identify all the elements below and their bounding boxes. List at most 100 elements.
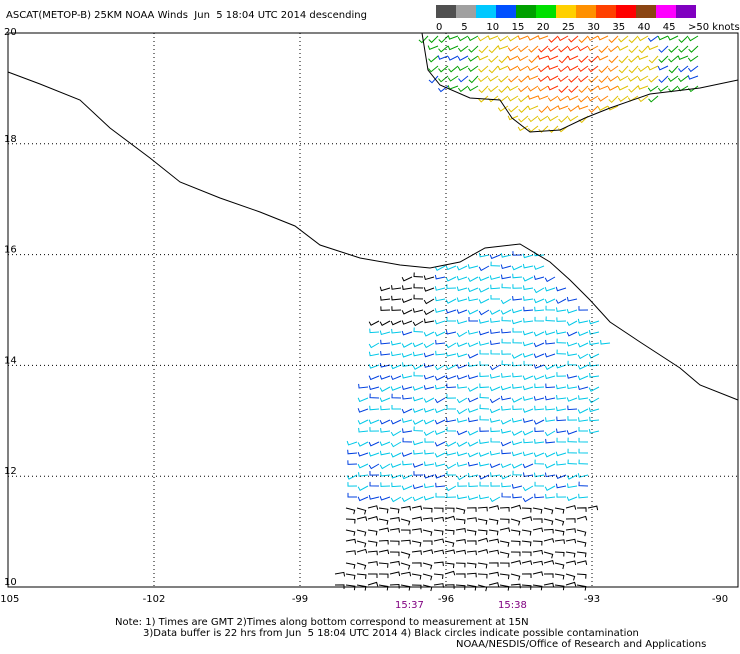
wind-barb	[467, 330, 479, 335]
wind-barb	[400, 571, 412, 577]
wind-barb	[576, 529, 587, 537]
wind-barb	[390, 430, 402, 437]
wind-barb	[412, 342, 424, 348]
wind-barb	[489, 463, 501, 469]
wind-barb	[391, 285, 402, 290]
wind-barb	[588, 407, 600, 413]
wind-barb	[554, 518, 565, 526]
wind-barb	[544, 430, 556, 437]
wind-barb	[411, 528, 422, 533]
wind-barb	[628, 85, 639, 93]
wind-barb	[390, 340, 402, 346]
colorbar-label: 35	[612, 22, 625, 33]
wind-barb	[558, 115, 569, 123]
wind-barb	[565, 581, 577, 587]
wind-barb	[678, 65, 689, 73]
wind-barb	[578, 481, 589, 487]
wind-barb	[548, 35, 559, 43]
wind-barb	[588, 330, 600, 335]
wind-barb	[597, 35, 609, 41]
wind-barb	[489, 309, 501, 315]
wind-barb	[507, 65, 519, 71]
wind-barb	[576, 540, 587, 547]
wind-barb	[444, 529, 455, 535]
wind-barb	[537, 115, 549, 122]
wind-barb	[423, 385, 435, 390]
wind-barb	[422, 562, 433, 570]
wind-barb	[597, 85, 609, 91]
wind-barb	[608, 95, 619, 104]
wind-barb	[508, 75, 519, 83]
wind-barb	[466, 584, 477, 591]
wind-barb	[547, 105, 559, 112]
wind-barb	[423, 287, 435, 292]
wind-barb	[435, 492, 446, 498]
wind-barb	[556, 416, 567, 422]
wind-barb	[488, 582, 500, 587]
wind-barb	[577, 105, 589, 110]
wind-barb	[401, 285, 413, 290]
wind-barb	[489, 408, 501, 414]
wind-barb	[538, 105, 549, 114]
wind-barb	[477, 55, 489, 61]
wind-barb	[545, 316, 556, 322]
wind-barb	[512, 251, 523, 256]
wind-barb	[490, 284, 501, 290]
wind-barb	[547, 95, 559, 102]
colorbar-label: >50 knots	[688, 22, 740, 33]
wind-barb	[434, 397, 446, 404]
wind-barb	[497, 35, 509, 42]
wind-barb	[412, 351, 424, 357]
wind-barb	[577, 342, 589, 348]
wind-barb	[456, 352, 468, 358]
wind-barb	[428, 35, 439, 44]
wind-barb	[423, 495, 435, 501]
wind-barb	[523, 438, 534, 444]
wind-barb	[608, 55, 619, 64]
wind-barb	[391, 482, 402, 488]
wind-barb	[334, 571, 346, 577]
wind-barb	[488, 55, 499, 63]
colorbar-swatch	[556, 5, 576, 18]
map-frame: -105 -102 -99 -96 -93 -90 10 12 14 16 18 20	[0, 27, 739, 605]
wind-barb	[555, 329, 567, 335]
wind-barb	[412, 440, 424, 446]
wind-barb	[532, 527, 544, 533]
colorbar-label: 45	[663, 22, 676, 33]
wind-barb	[556, 437, 567, 443]
wind-barb	[557, 75, 569, 83]
wind-barb	[400, 539, 411, 545]
wind-barb	[455, 528, 467, 533]
wind-barb	[427, 45, 439, 51]
wind-barb	[510, 529, 521, 536]
wind-barb	[557, 65, 569, 73]
wind-barb	[687, 65, 699, 73]
wind-barb	[501, 338, 512, 344]
wind-barb	[423, 309, 435, 316]
wind-barb	[556, 460, 567, 466]
wind-barb	[568, 85, 579, 93]
wind-barb	[389, 517, 401, 522]
wind-barb	[422, 540, 433, 546]
wind-barb	[401, 474, 413, 480]
wind-barb	[479, 481, 490, 487]
wind-barb	[587, 95, 599, 102]
wind-barb	[517, 35, 529, 40]
wind-barb	[565, 551, 576, 558]
wind-barb	[500, 419, 512, 425]
wind-barb	[391, 404, 402, 410]
wind-barb	[533, 364, 545, 369]
wind-barb	[478, 85, 489, 94]
wind-barb	[578, 306, 589, 311]
wind-barb	[357, 451, 369, 457]
title: ASCAT(METOP-B) 25KM NOAA Winds Jun 5 18:…	[6, 10, 367, 21]
wind-barb	[576, 515, 588, 521]
wind-barb	[401, 485, 413, 491]
colorbar-swatch	[596, 5, 616, 18]
wind-barb	[534, 383, 545, 389]
wind-barb	[400, 529, 411, 535]
wind-barb	[499, 507, 510, 512]
wind-barb	[401, 342, 413, 348]
wind-barb	[423, 363, 435, 368]
